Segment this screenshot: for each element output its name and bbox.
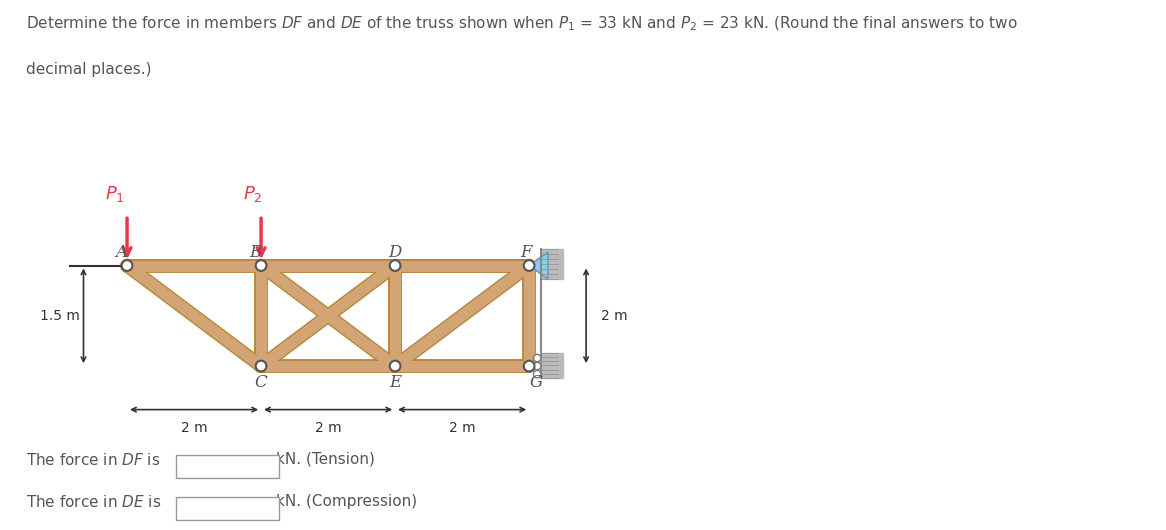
- Circle shape: [389, 361, 400, 372]
- Text: $P_2$: $P_2$: [244, 184, 262, 204]
- Text: 2 m: 2 m: [181, 421, 208, 435]
- Text: D: D: [388, 244, 402, 261]
- Text: decimal places.): decimal places.): [26, 62, 152, 77]
- Circle shape: [534, 370, 541, 378]
- Bar: [541, 352, 563, 378]
- Text: A: A: [115, 244, 128, 261]
- Circle shape: [389, 260, 400, 271]
- Text: Determine the force in members $\mathit{DF}$ and $\mathit{DE}$ of the truss show: Determine the force in members $\mathit{…: [26, 14, 1017, 33]
- FancyBboxPatch shape: [176, 497, 279, 519]
- Text: F: F: [520, 244, 532, 261]
- Text: C: C: [254, 374, 267, 391]
- Text: 2 m: 2 m: [600, 309, 627, 323]
- Text: $P_1$: $P_1$: [105, 184, 125, 204]
- Polygon shape: [529, 252, 548, 279]
- Circle shape: [121, 260, 133, 271]
- Text: B: B: [250, 244, 262, 261]
- Text: E: E: [389, 374, 401, 391]
- Circle shape: [534, 355, 541, 361]
- Text: The force in $\mathit{DF}$ is: The force in $\mathit{DF}$ is: [26, 452, 160, 468]
- Text: kN. (Tension): kN. (Tension): [276, 452, 374, 467]
- Text: 2 m: 2 m: [449, 421, 476, 435]
- FancyBboxPatch shape: [176, 455, 279, 478]
- Text: The force in $\mathit{DE}$ is: The force in $\mathit{DE}$ is: [26, 494, 161, 510]
- Circle shape: [534, 363, 541, 370]
- Text: 2 m: 2 m: [315, 421, 342, 435]
- Text: kN. (Compression): kN. (Compression): [276, 494, 417, 509]
- Text: 1.5 m: 1.5 m: [40, 309, 80, 323]
- Circle shape: [524, 260, 534, 271]
- Text: G: G: [529, 374, 542, 391]
- Bar: [541, 249, 563, 279]
- Circle shape: [524, 361, 534, 372]
- Circle shape: [255, 260, 267, 271]
- Circle shape: [255, 361, 267, 372]
